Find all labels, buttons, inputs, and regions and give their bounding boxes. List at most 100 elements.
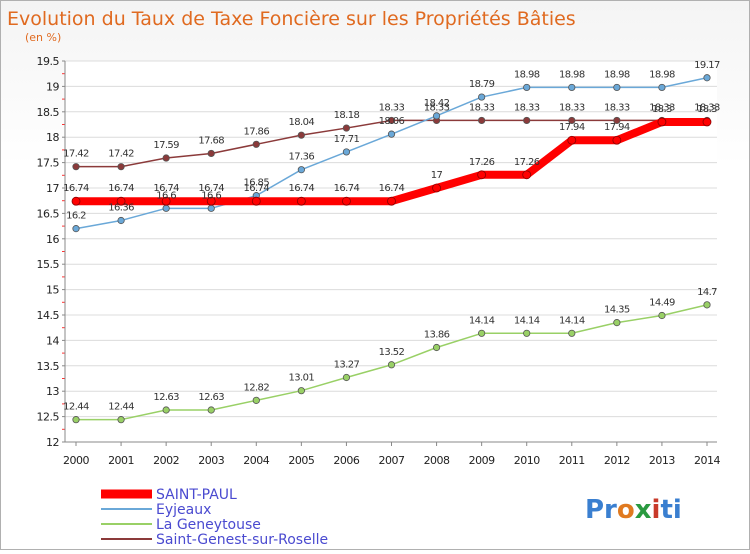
- data-label: 12.63: [153, 392, 179, 403]
- x-tick-label: 2008: [424, 454, 450, 467]
- data-point: [207, 204, 215, 212]
- data-point: [162, 204, 170, 212]
- data-label: 17.36: [289, 152, 315, 163]
- data-point: [251, 196, 261, 206]
- data-point: [117, 216, 125, 225]
- data-label: 17.94: [559, 122, 585, 133]
- data-point: [162, 406, 170, 414]
- y-tick-label: 12.5: [37, 411, 60, 424]
- data-point: [116, 196, 126, 206]
- logo-text: Proxiti: [585, 495, 682, 525]
- data-point: [432, 112, 441, 120]
- data-point: [342, 124, 351, 132]
- y-tick-label: 15: [46, 284, 59, 297]
- proxiti-logo: Proxiti: [585, 495, 682, 525]
- data-label: 18.3: [697, 104, 717, 115]
- data-label: 14.14: [469, 315, 495, 326]
- data-label: 17.68: [198, 135, 224, 146]
- data-label: 16.74: [153, 183, 179, 194]
- data-label: 17.26: [469, 157, 495, 168]
- data-label: 18.98: [559, 69, 585, 80]
- y-tick-label: 19.5: [37, 55, 60, 68]
- data-label: 17.26: [514, 157, 540, 168]
- data-point: [477, 170, 487, 180]
- chart-title: Evolution du Taux de Taxe Foncière sur l…: [7, 8, 576, 30]
- data-point: [523, 329, 531, 337]
- logo-part: o: [617, 495, 635, 525]
- data-point: [342, 373, 351, 382]
- data-point: [568, 329, 576, 337]
- data-label: 12.44: [108, 402, 134, 413]
- data-point: [297, 387, 305, 395]
- data-point: [342, 196, 351, 206]
- data-label: 12.63: [198, 392, 224, 403]
- x-tick-label: 2012: [604, 454, 630, 467]
- data-point: [387, 130, 396, 138]
- logo-part: x: [635, 495, 652, 525]
- x-tick-label: 2009: [469, 454, 495, 467]
- y-tick-label: 13.5: [37, 360, 60, 373]
- data-label: 16.74: [198, 183, 224, 194]
- data-point: [72, 163, 80, 171]
- data-label: 18.98: [514, 69, 540, 80]
- y-tick-label: 17.5: [37, 157, 60, 170]
- data-label: 14.14: [559, 315, 585, 326]
- data-point: [658, 311, 666, 320]
- x-tick-label: 2011: [559, 454, 585, 467]
- data-label: 19.17: [694, 60, 720, 71]
- y-tick-label: 18.5: [37, 106, 60, 119]
- data-label: 13.52: [379, 347, 405, 358]
- data-label: 18.3: [652, 104, 672, 115]
- data-point: [612, 135, 622, 145]
- data-point: [72, 225, 80, 233]
- data-point: [478, 116, 486, 125]
- data-point: [702, 117, 712, 127]
- data-point: [387, 116, 396, 125]
- axes: 12 12.5 13 13.5 14 14.5 15 15.5 16 16.5 17 17.5 18 18…: [37, 55, 721, 467]
- data-label: 13.27: [334, 359, 360, 370]
- data-point: [613, 83, 621, 92]
- data-point: [117, 163, 125, 171]
- data-label: 13.86: [424, 330, 450, 341]
- y-tick-label: 14.5: [37, 309, 60, 322]
- legend-entry: Eyjeaux: [156, 502, 211, 518]
- data-label: 16.6: [156, 190, 176, 201]
- data-label: 18.33: [424, 102, 450, 113]
- data-point: [568, 116, 576, 125]
- data-label: 18.06: [379, 116, 405, 127]
- grid: [65, 60, 717, 443]
- x-tick-label: 2010: [514, 454, 540, 467]
- data-label: 18.33: [604, 102, 630, 113]
- legend-entry: SAINT-PAUL: [156, 487, 237, 503]
- data-point: [117, 416, 125, 424]
- data-point: [252, 140, 260, 148]
- data-label: 18.33: [694, 102, 720, 113]
- data-point: [297, 166, 305, 174]
- x-tick-label: 2013: [649, 454, 675, 467]
- data-point: [522, 170, 532, 180]
- data-label: 17.42: [108, 149, 134, 160]
- data-point: [162, 154, 170, 162]
- data-point: [206, 196, 216, 206]
- data-label: 18.33: [559, 102, 585, 113]
- data-point: [432, 343, 441, 352]
- legend-entry: La Geneytouse: [156, 517, 261, 533]
- y-tick-label: 17: [46, 182, 59, 195]
- data-point: [72, 416, 80, 424]
- data-label: 18.79: [469, 79, 495, 90]
- x-tick-label: 2004: [243, 454, 269, 467]
- data-label: 18.42: [424, 98, 450, 109]
- data-point: [296, 196, 306, 206]
- data-label: 14.14: [514, 315, 540, 326]
- data-label: 16.2: [66, 211, 86, 222]
- data-label: 17: [431, 170, 443, 181]
- logo-part: Pr: [585, 495, 617, 525]
- data-label: 16.74: [334, 183, 360, 194]
- x-tick-label: 2006: [333, 454, 359, 467]
- logo-part: i: [652, 495, 661, 525]
- x-tick-label: 2007: [379, 454, 405, 467]
- data-label: 18.33: [379, 102, 405, 113]
- data-point: [161, 196, 171, 206]
- data-point: [342, 148, 351, 156]
